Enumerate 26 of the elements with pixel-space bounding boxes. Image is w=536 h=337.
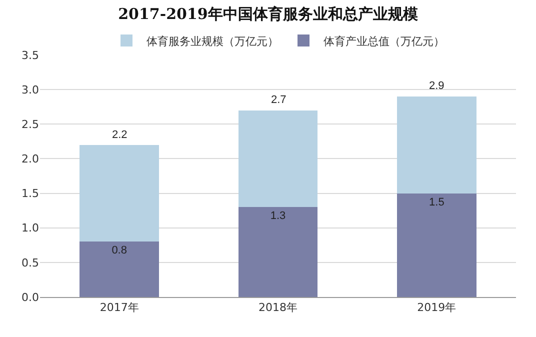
- bar: [80, 144, 159, 242]
- x-tick-label: 2018年: [258, 301, 298, 314]
- total-label: 2.7: [271, 94, 286, 106]
- total-label: 2.2: [112, 129, 128, 141]
- bar: [397, 193, 476, 297]
- y-tick-label: 2.0: [22, 152, 39, 166]
- legend-label: 体育服务业规模（万亿元）: [146, 34, 278, 48]
- bar: [80, 242, 159, 297]
- y-tick-label: 1.5: [22, 187, 39, 200]
- data-label: 1.3: [270, 210, 286, 222]
- legend-label: 体育产业总值（万亿元）: [324, 34, 444, 48]
- y-tick-label: 2.5: [22, 118, 39, 131]
- data-label: 0.8: [112, 244, 127, 257]
- y-tick-label: 0.5: [22, 256, 39, 270]
- chart-title: 2017-2019年中国体育服务业和总产业规模: [118, 4, 419, 23]
- total-label: 2.9: [429, 80, 444, 92]
- y-tick-label: 1.0: [22, 222, 39, 235]
- x-tick-label: 2017年: [100, 301, 139, 314]
- bar: [397, 96, 476, 194]
- y-tick-label: 0.0: [22, 290, 39, 304]
- y-tick-label: 3.0: [22, 83, 39, 96]
- data-label: 1.5: [429, 196, 444, 208]
- bar: [238, 207, 318, 297]
- x-tick-label: 2019年: [417, 301, 456, 314]
- y-tick-label: 3.5: [22, 48, 39, 62]
- bar: [238, 110, 318, 208]
